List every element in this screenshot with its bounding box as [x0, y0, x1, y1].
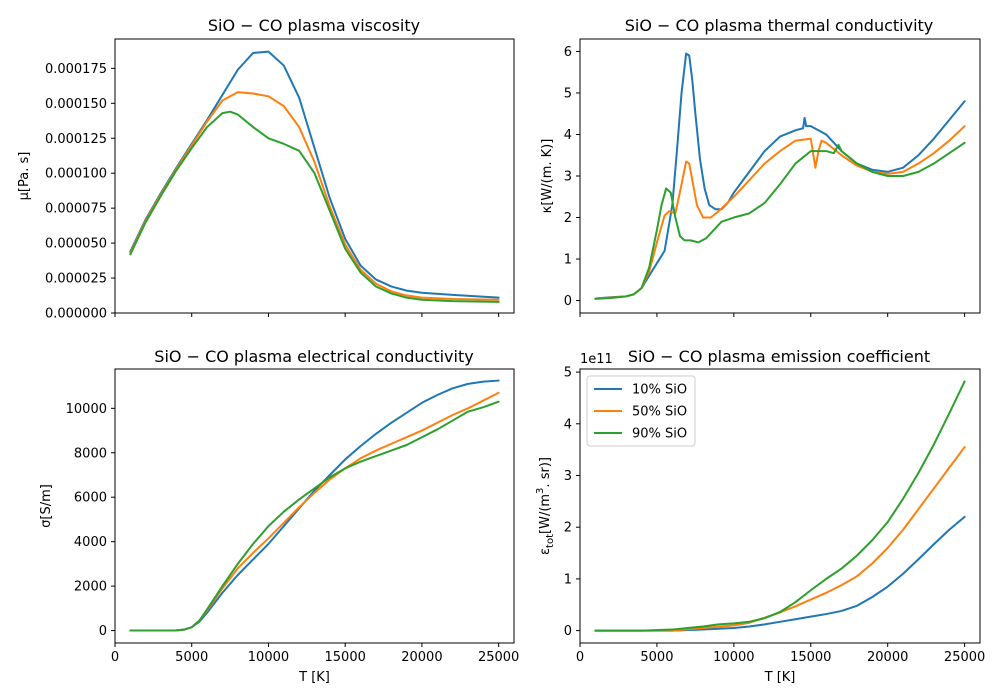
- electrical-conductivity-x-tick-label: 20000: [401, 650, 442, 665]
- emission-coefficient-x-tick-label: 25000: [944, 650, 985, 665]
- legend-label: 10% SiO: [632, 383, 687, 398]
- emission-coefficient-title: SiO − CO plasma emission coefficient: [628, 347, 930, 366]
- emission-coefficient-series-50pct-sio: [594, 446, 966, 632]
- thermal-conductivity-y-tick-label: 3: [564, 170, 572, 185]
- emission-coefficient-x-tick-label: 10000: [713, 650, 754, 665]
- emission-coefficient-y-tick-label: 0: [564, 624, 572, 639]
- electrical-conductivity-x-tick-label: 5000: [175, 650, 208, 665]
- viscosity-y-tick-label: 0.000125: [45, 132, 107, 147]
- emission-coefficient-y-tick-label: 2: [564, 521, 572, 536]
- thermal-conductivity-series-90pct-sio: [594, 141, 966, 300]
- electrical-conductivity-x-tick-label: 0: [111, 650, 119, 665]
- electrical-conductivity-x-axis-label: T [K]: [298, 670, 330, 685]
- viscosity-title: SiO − CO plasma viscosity: [208, 16, 420, 35]
- emission-coefficient-series-90pct-sio: [594, 380, 966, 632]
- emission-coefficient-axes-frame: [579, 368, 981, 644]
- legend-label: 50% SiO: [632, 405, 687, 420]
- emission-coefficient-y-axis-label: εtot[W/(m3. sr)]: [535, 457, 556, 555]
- electrical-conductivity-series-90pct-sio: [129, 400, 500, 632]
- emission-coefficient-y-tick-label: 4: [564, 417, 572, 432]
- viscosity-y-tick-label: 0.000050: [45, 237, 107, 252]
- emission-coefficient-offset-label: 1e11: [580, 352, 613, 367]
- thermal-conductivity-title: SiO − CO plasma thermal conductivity: [625, 16, 934, 35]
- legend-label: 90% SiO: [632, 427, 687, 442]
- viscosity-y-tick-label: 0.000025: [45, 272, 107, 287]
- thermal-conductivity-y-tick-label: 5: [564, 86, 572, 101]
- thermal-conductivity-y-tick-label: 1: [564, 253, 572, 268]
- thermal-conductivity-y-tick-label: 0: [564, 294, 572, 309]
- electrical-conductivity-y-tick-label: 8000: [74, 446, 107, 461]
- electrical-conductivity-x-tick-label: 10000: [248, 650, 289, 665]
- electrical-conductivity-y-tick-label: 0: [99, 624, 107, 639]
- emission-coefficient-x-tick-label: 20000: [867, 650, 908, 665]
- emission-coefficient-panel: SiO − CO plasma emission coefficient 0 50…: [535, 347, 985, 685]
- emission-coefficient-x-tick-label: 5000: [640, 650, 673, 665]
- emission-coefficient-x-tick-label: 15000: [790, 650, 831, 665]
- thermal-conductivity-y-tick-label: 6: [564, 45, 572, 60]
- thermal-conductivity-y-axis-label: κ[W/(m. K)]: [540, 139, 555, 214]
- viscosity-series-50pct-sio: [129, 91, 500, 301]
- electrical-conductivity-y-tick-label: 6000: [74, 491, 107, 506]
- electrical-conductivity-x-tick-label: 25000: [478, 650, 519, 665]
- thermal-conductivity-y-tick-label: 2: [564, 211, 572, 226]
- viscosity-y-tick-label: 0.000175: [45, 62, 107, 77]
- emission-coefficient-x-axis-label: T [K]: [764, 670, 796, 685]
- emission-coefficient-y-tick-label: 3: [564, 469, 572, 484]
- electrical-conductivity-axes-frame: [114, 368, 515, 644]
- emission-coefficient-series-10pct-sio: [594, 515, 966, 632]
- electrical-conductivity-y-tick-label: 4000: [74, 535, 107, 550]
- electrical-conductivity-y-tick-label: 10000: [66, 402, 107, 417]
- viscosity-y-tick-label: 0.000075: [45, 202, 107, 217]
- emission-coefficient-y-tick-label: 1: [564, 572, 572, 587]
- viscosity-series-90pct-sio: [129, 110, 500, 303]
- legend: 10% SiO 50% SiO 90% SiO: [586, 375, 696, 447]
- viscosity-y-tick-label: 0.000150: [45, 97, 107, 112]
- electrical-conductivity-panel: SiO − CO plasma electrical conductivity …: [39, 347, 519, 685]
- thermal-conductivity-y-tick-label: 4: [564, 128, 572, 143]
- viscosity-y-tick-label: 0.000000: [45, 307, 107, 322]
- electrical-conductivity-title: SiO − CO plasma electrical conductivity: [154, 347, 473, 366]
- electrical-conductivity-y-axis-label: σ[S/m]: [39, 484, 54, 528]
- emission-coefficient-y-tick-label: 5: [564, 366, 572, 381]
- viscosity-axes-frame: [114, 38, 515, 314]
- viscosity-y-tick-label: 0.000100: [45, 167, 107, 182]
- viscosity-y-axis-label: μ[Pa. s]: [17, 152, 32, 201]
- electrical-conductivity-y-tick-label: 2000: [74, 580, 107, 595]
- viscosity-panel: SiO − CO plasma viscosity 0.000000 0.0000…: [17, 16, 515, 322]
- legend-box: [586, 375, 696, 447]
- electrical-conductivity-x-tick-label: 15000: [325, 650, 366, 665]
- thermal-conductivity-panel: SiO − CO plasma thermal conductivity 0 1 2…: [540, 16, 981, 317]
- emission-coefficient-x-tick-label: 0: [576, 650, 584, 665]
